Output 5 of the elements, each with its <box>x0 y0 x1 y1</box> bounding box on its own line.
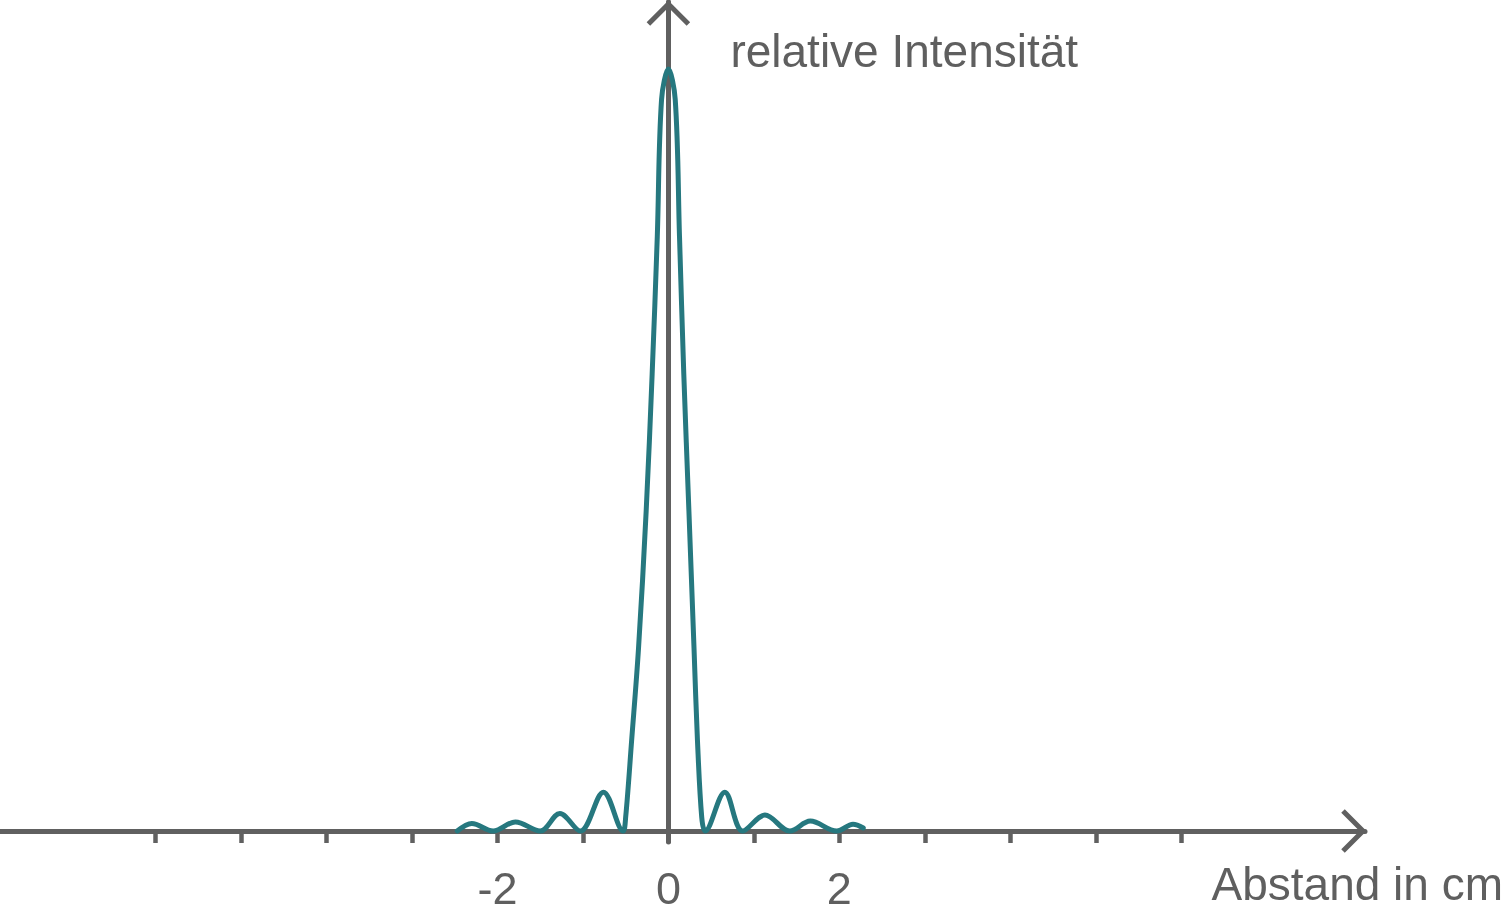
y-axis-title: relative Intensität <box>730 25 1079 77</box>
x-tick-label: 2 <box>826 863 852 914</box>
x-axis-title: Abstand in cm <box>1211 858 1503 911</box>
x-tick-label: 0 <box>655 863 681 914</box>
x-tick-label: -2 <box>477 863 518 914</box>
